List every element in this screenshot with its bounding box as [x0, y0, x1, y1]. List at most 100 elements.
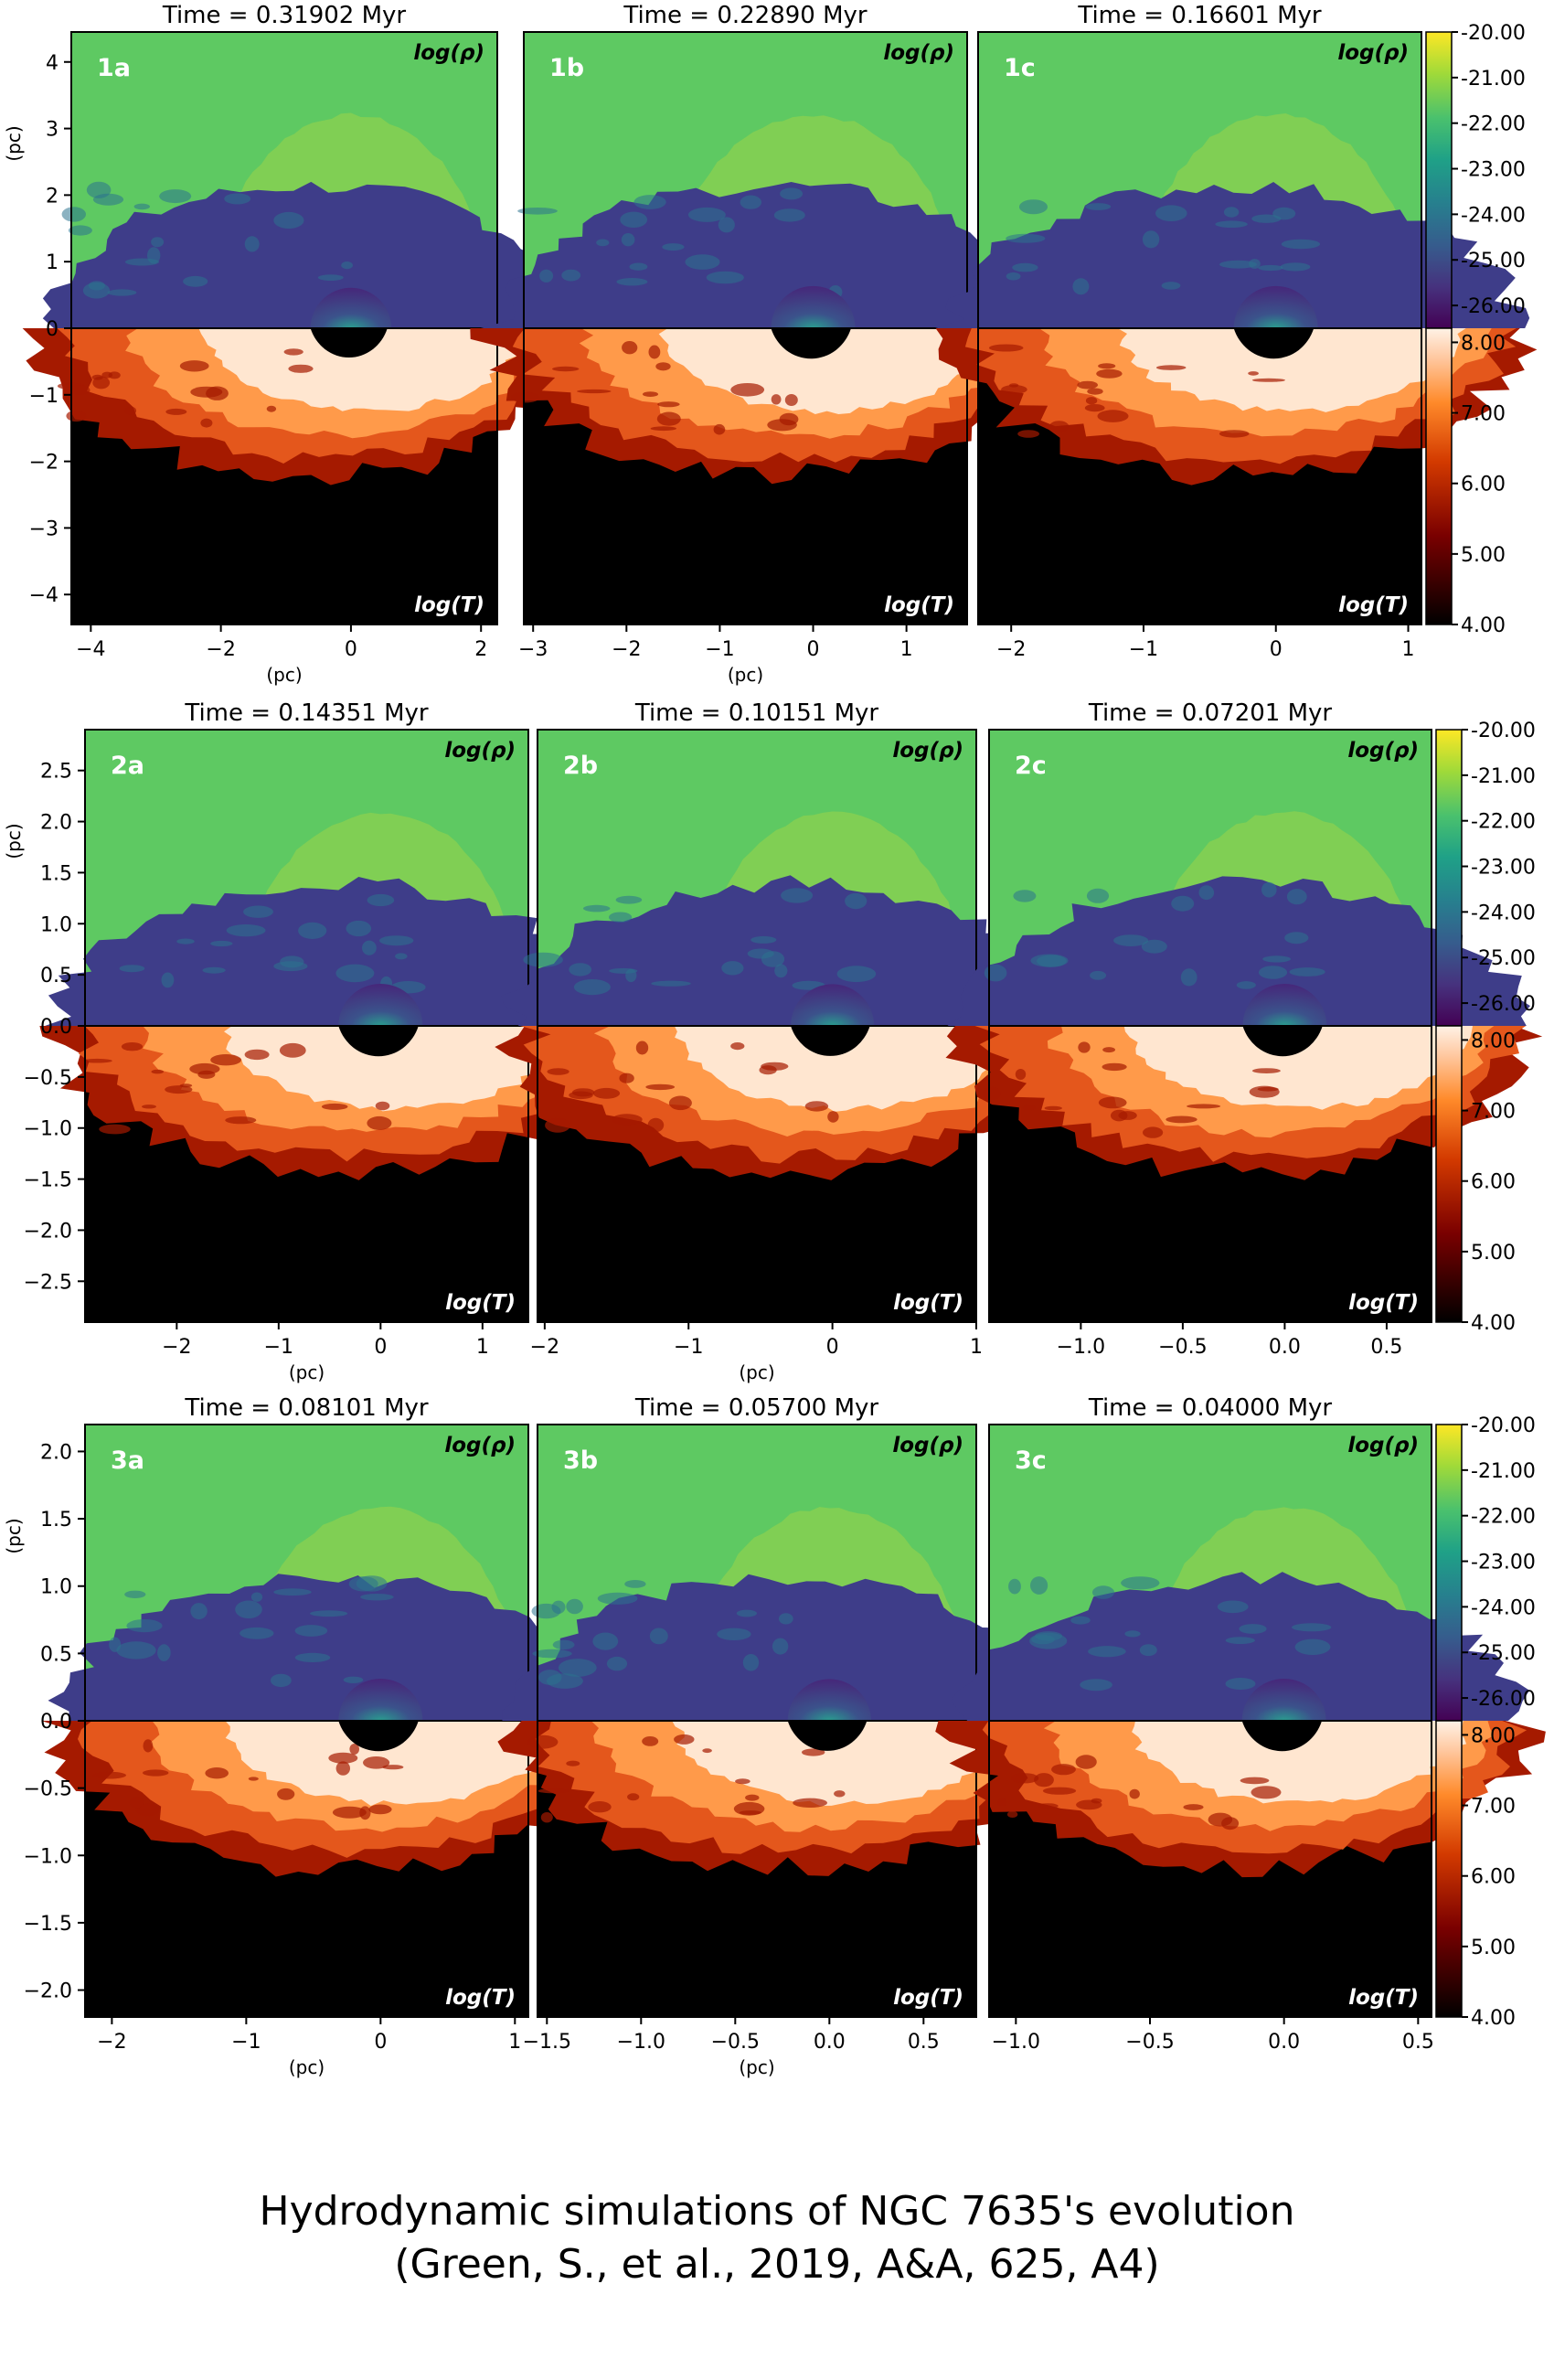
temperature-filament	[225, 1116, 257, 1125]
temperature-filament	[1006, 1810, 1018, 1818]
panel-label-3a: 3a	[111, 1446, 144, 1475]
density-filament	[1035, 1631, 1063, 1641]
density-filament	[183, 275, 208, 287]
temperature-filament	[1010, 1773, 1039, 1784]
x-tick-label: −3	[518, 638, 548, 661]
hot-bubble-core-2a	[224, 1026, 564, 1112]
temperature-filament	[1257, 1086, 1279, 1092]
density-filament	[1092, 1585, 1114, 1599]
cold-cavity-1c	[1233, 328, 1315, 359]
temperature-filament	[382, 1765, 404, 1770]
temperature-colorbar-tick-label: 7.00	[1471, 1796, 1516, 1819]
temperature-filament	[1048, 421, 1070, 432]
density-filament	[147, 247, 161, 264]
temperature-filament	[1051, 1764, 1076, 1776]
density-filament	[523, 952, 563, 967]
x-tick-label: 0	[826, 1336, 839, 1359]
density-filament	[742, 1654, 760, 1671]
density-label: log(ρ)	[892, 1434, 963, 1457]
y-tick-label: 1.0	[40, 913, 72, 936]
cold-cavity-3b	[787, 1721, 867, 1751]
x-tick-label: 1	[476, 1336, 489, 1359]
density-filament	[573, 979, 611, 996]
temperature-colorbar	[1435, 1025, 1463, 1323]
y-tick-label: −1.5	[24, 1913, 72, 1936]
density-filament	[294, 1625, 328, 1637]
density-filament	[750, 935, 777, 944]
density-colorbar-tick-label: -24.00	[1471, 902, 1536, 924]
temperature-filament	[569, 1091, 593, 1100]
y-tick-label: 2.0	[40, 812, 72, 835]
density-colorbar	[1435, 729, 1463, 1027]
figure-row-2: 2a log(ρ) log(T) Time = 0.14351 Myr −2 −1 0 1 (p…	[3, 699, 1543, 1383]
stellar-wind-cavity-3c	[1241, 1679, 1326, 1721]
density-filament	[649, 1628, 668, 1645]
density-filament	[781, 888, 814, 903]
temperature-filament	[1111, 1109, 1128, 1122]
temperature-filament	[279, 1042, 306, 1058]
x-tick-label: 0.0	[1268, 2031, 1300, 2054]
density-colorbar	[1435, 1424, 1463, 1722]
temperature-filament	[375, 1101, 390, 1111]
temperature-filament	[121, 1042, 144, 1051]
y-tick-label: 0.5	[40, 965, 72, 987]
panel-title-1a: Time = 0.31902 Myr	[162, 2, 407, 29]
panel-label-1c: 1c	[1004, 54, 1036, 82]
cold-cavity-2b	[791, 1026, 870, 1056]
density-colorbar-tick-label: -24.00	[1461, 204, 1526, 227]
x-tick-label: −1	[1129, 638, 1158, 661]
panel-title-2b: Time = 0.10151 Myr	[634, 699, 879, 727]
hot-bubble-core-2c	[1123, 1026, 1473, 1110]
x-axis-label: (pc)	[739, 2056, 774, 2078]
density-filament	[157, 1644, 171, 1661]
x-tick-label: 1	[1402, 638, 1415, 661]
x-tick-label: −1.0	[617, 2031, 665, 2054]
figure-row-1: 1a log(ρ) log(T) Time = 0.31902 Myr −4 −2 0 2 (p…	[3, 2, 1538, 686]
density-filament	[772, 1638, 789, 1655]
temperature-filament	[1085, 397, 1098, 405]
x-tick-label: −1.5	[523, 2031, 571, 2054]
x-tick-label: 0	[1270, 638, 1283, 661]
density-filament	[1012, 262, 1038, 272]
temperature-filament	[834, 1790, 846, 1798]
panel-title-1c: Time = 0.16601 Myr	[1077, 2, 1322, 29]
temperature-filament	[988, 344, 1024, 352]
density-filament	[774, 964, 788, 978]
temperature-filament	[165, 1085, 193, 1094]
density-filament	[250, 1592, 263, 1602]
density-filament	[1013, 890, 1037, 902]
density-filament	[124, 1590, 146, 1599]
density-filament	[1217, 1600, 1249, 1614]
y-tick-label: 1.0	[40, 1576, 72, 1599]
temperature-colorbar-tick-label: 6.00	[1461, 474, 1506, 496]
x-tick-label: 0.0	[1269, 1336, 1301, 1359]
density-filament	[190, 1603, 208, 1620]
density-colorbar-tick-label: -24.00	[1471, 1596, 1536, 1619]
temperature-colorbar-tick-label: 8.00	[1471, 1724, 1516, 1747]
y-tick-label: −2.5	[24, 1271, 72, 1294]
stellar-wind-cavity-1a	[310, 287, 392, 328]
density-colorbar-tick-label: -23.00	[1471, 857, 1536, 880]
y-axis-label: (pc)	[3, 823, 25, 859]
panel-label-2c: 2c	[1015, 752, 1047, 780]
density-filament	[718, 217, 735, 233]
x-axis-label: (pc)	[289, 2056, 325, 2078]
temperature-colorbar	[1435, 1720, 1463, 2018]
temperature-filament	[66, 410, 87, 422]
temperature-colorbar-tick-label: 5.00	[1461, 544, 1506, 567]
density-filament	[1141, 939, 1167, 954]
panel-2a: 2a log(ρ) log(T) Time = 0.14351 Myr −2 −1 0 1 (p…	[39, 699, 633, 1383]
density-label: log(ρ)	[444, 739, 516, 763]
panel-title-1b: Time = 0.22890 Myr	[623, 2, 867, 29]
panel-label-1a: 1a	[97, 54, 131, 82]
temperature-filament	[1087, 388, 1103, 395]
panel-frame-3c	[988, 1424, 1432, 2018]
density-filament	[335, 964, 375, 983]
temperature-filament	[566, 1760, 580, 1766]
density-filament	[1236, 981, 1256, 989]
temperature-filament	[545, 1117, 571, 1133]
x-tick-label: 0	[345, 638, 357, 661]
temperature-filament	[277, 1788, 295, 1800]
density-filament	[609, 912, 633, 923]
